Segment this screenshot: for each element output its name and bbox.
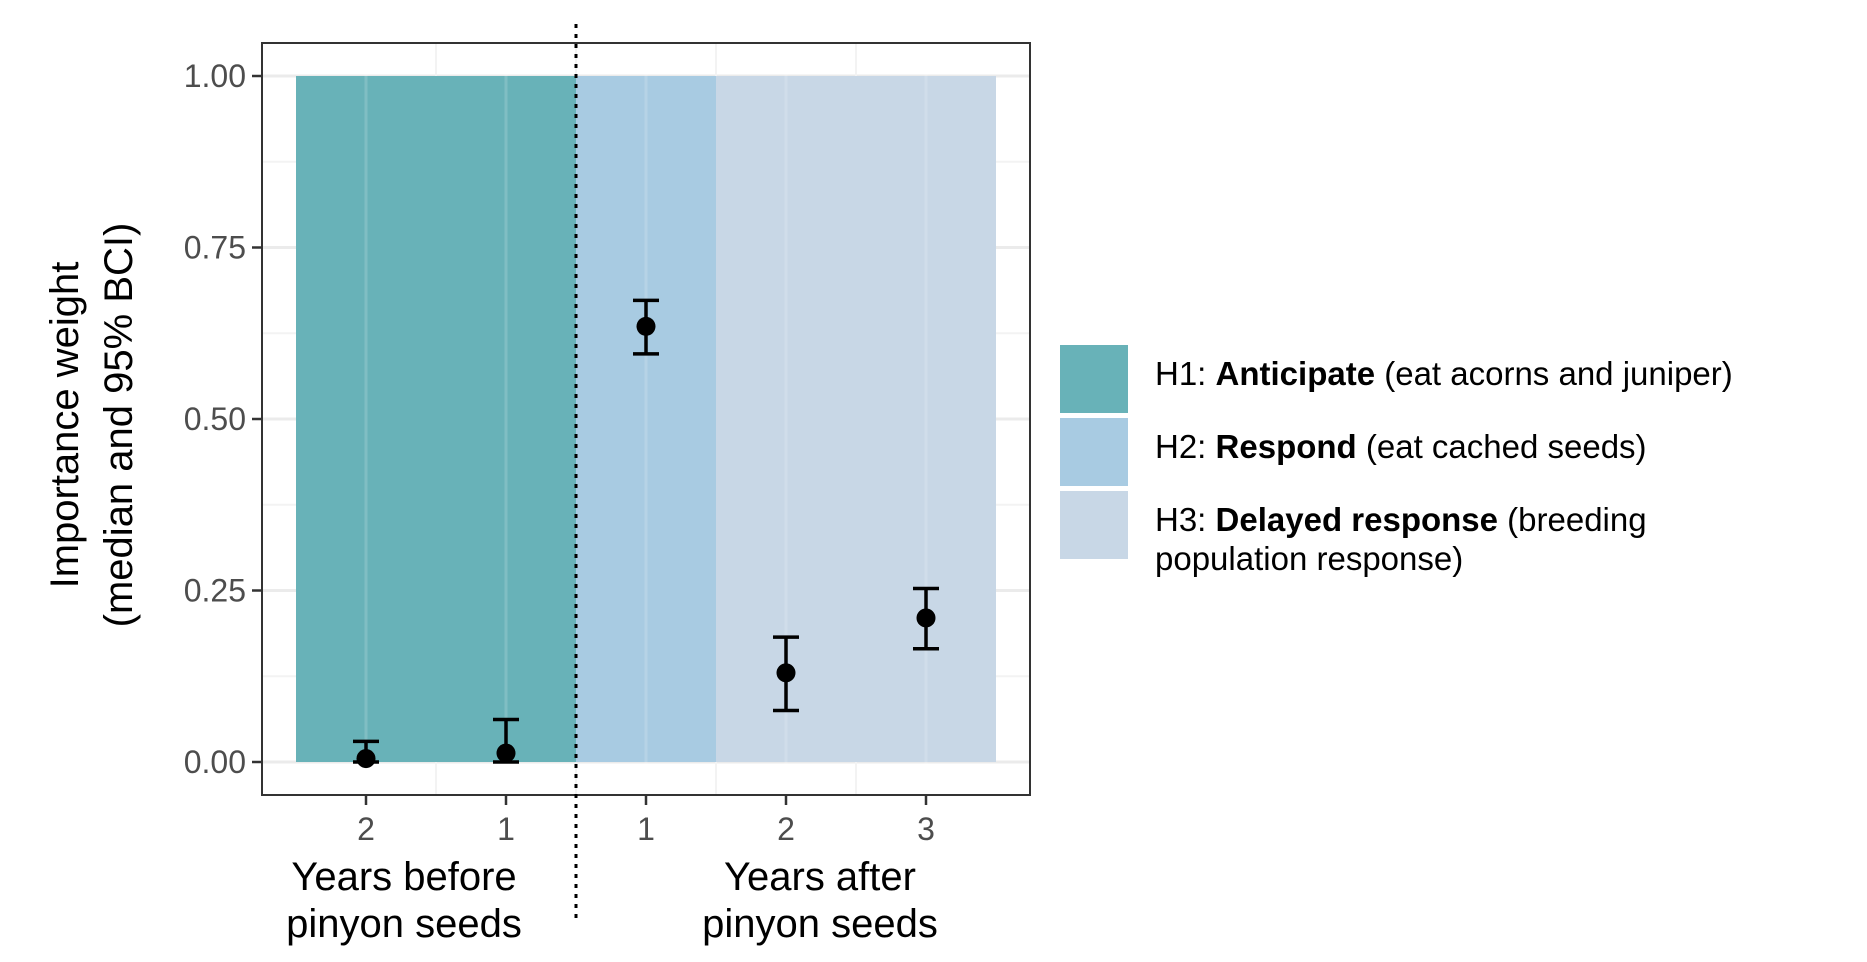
y-tick-label: 1.00: [184, 58, 246, 94]
data-point-group: [493, 717, 519, 764]
median-point: [916, 608, 936, 628]
hypothesis-bars: [296, 76, 996, 762]
y-tick-label: 0.00: [184, 744, 246, 780]
y-tick-label: 0.25: [184, 573, 246, 609]
y-axis-title-line2: (median and 95% BCI): [97, 223, 141, 628]
data-point-group: [633, 298, 659, 356]
group-label-before-line1: Years before: [291, 855, 516, 899]
median-point: [776, 663, 796, 683]
median-point: [356, 749, 376, 769]
legend-key-h1: [1060, 345, 1128, 413]
legend-key-h2: [1060, 418, 1128, 486]
x-tick-label: 1: [637, 811, 655, 847]
median-point: [496, 743, 516, 763]
bar-h1: [296, 76, 576, 762]
data-point-group: [773, 635, 799, 713]
legend-key-h3: [1060, 491, 1128, 559]
legend: H1: Anticipate (eat acorns and juniper) …: [1060, 345, 1733, 577]
x-tick-label: 1: [497, 811, 515, 847]
data-points: [353, 298, 939, 769]
bar-h2: [576, 76, 716, 762]
x-tick-label: 2: [357, 811, 375, 847]
group-label-after-line1: Years after: [724, 855, 916, 899]
y-tick-label: 0.50: [184, 401, 246, 437]
axes: 0.00 0.25 0.50 0.75 1.00 2 1 1 2 3: [184, 42, 1031, 847]
bar-h3: [716, 76, 996, 762]
legend-label-h1: H1: Anticipate (eat acorns and juniper): [1155, 355, 1733, 392]
data-point-group: [353, 739, 379, 769]
legend-label-h3: H3: Delayed response (breeding: [1155, 501, 1647, 538]
x-tick-label: 3: [917, 811, 935, 847]
median-point: [636, 316, 656, 336]
group-label-after-line2: pinyon seeds: [702, 902, 938, 946]
group-label-before-line2: pinyon seeds: [286, 902, 522, 946]
y-tick-label: 0.75: [184, 230, 246, 266]
data-point-group: [913, 586, 939, 651]
legend-label-h3-line2: population response): [1155, 540, 1463, 577]
x-tick-label: 2: [777, 811, 795, 847]
y-axis-title-line1: Importance weight: [43, 262, 87, 589]
legend-label-h2: H2: Respond (eat cached seeds): [1155, 428, 1647, 465]
